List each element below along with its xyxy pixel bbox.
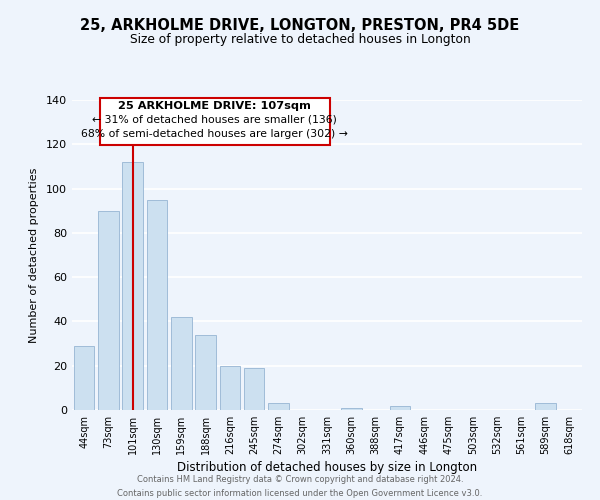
Bar bbox=[146, 200, 167, 410]
Text: Size of property relative to detached houses in Longton: Size of property relative to detached ho… bbox=[130, 32, 470, 46]
Bar bbox=[195, 334, 216, 410]
Bar bbox=[244, 368, 265, 410]
Bar bbox=[268, 404, 289, 410]
Text: 25, ARKHOLME DRIVE, LONGTON, PRESTON, PR4 5DE: 25, ARKHOLME DRIVE, LONGTON, PRESTON, PR… bbox=[80, 18, 520, 32]
Text: 68% of semi-detached houses are larger (302) →: 68% of semi-detached houses are larger (… bbox=[82, 128, 348, 138]
Bar bbox=[389, 406, 410, 410]
Bar bbox=[535, 404, 556, 410]
Bar bbox=[98, 210, 119, 410]
Text: 25 ARKHOLME DRIVE: 107sqm: 25 ARKHOLME DRIVE: 107sqm bbox=[118, 101, 311, 111]
FancyBboxPatch shape bbox=[100, 98, 329, 145]
Bar bbox=[74, 346, 94, 410]
X-axis label: Distribution of detached houses by size in Longton: Distribution of detached houses by size … bbox=[177, 461, 477, 474]
Bar bbox=[341, 408, 362, 410]
Bar bbox=[171, 317, 191, 410]
Text: Contains HM Land Registry data © Crown copyright and database right 2024.
Contai: Contains HM Land Registry data © Crown c… bbox=[118, 476, 482, 498]
Text: ← 31% of detached houses are smaller (136): ← 31% of detached houses are smaller (13… bbox=[92, 114, 337, 124]
Y-axis label: Number of detached properties: Number of detached properties bbox=[29, 168, 39, 342]
Bar bbox=[122, 162, 143, 410]
Bar bbox=[220, 366, 240, 410]
